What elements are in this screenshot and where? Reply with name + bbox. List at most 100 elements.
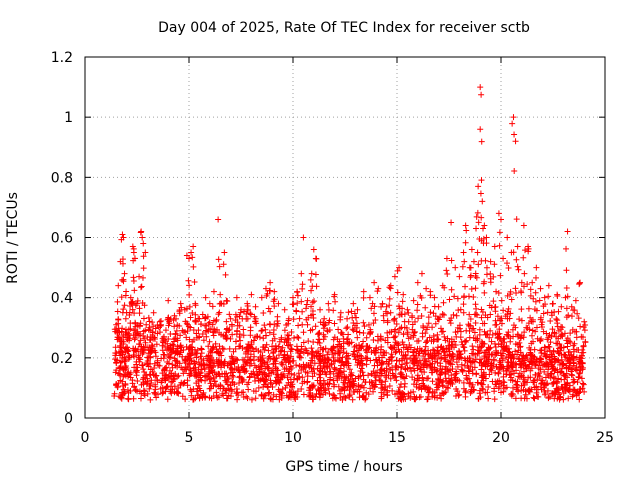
- data-point: [275, 352, 282, 359]
- data-point: [467, 264, 474, 271]
- data-point: [509, 363, 516, 370]
- data-point: [325, 300, 332, 307]
- data-point: [556, 359, 563, 366]
- data-point: [161, 366, 168, 373]
- data-point: [186, 255, 192, 262]
- data-point: [314, 348, 321, 355]
- data-point: [518, 395, 525, 402]
- data-point: [121, 302, 128, 309]
- data-point: [217, 349, 224, 356]
- data-point: [138, 283, 145, 290]
- data-point: [234, 322, 241, 329]
- data-point: [533, 324, 540, 331]
- data-point: [339, 354, 346, 361]
- data-point: [385, 372, 392, 379]
- data-point: [132, 335, 139, 342]
- data-point: [120, 234, 127, 241]
- data-point: [404, 359, 411, 366]
- data-point: [425, 389, 432, 396]
- data-point: [335, 372, 342, 379]
- data-point: [462, 283, 469, 290]
- data-point: [522, 247, 529, 254]
- data-point: [360, 384, 367, 391]
- data-point: [262, 332, 269, 339]
- data-point: [553, 385, 560, 392]
- data-point: [399, 311, 406, 318]
- data-point: [418, 270, 425, 277]
- data-point: [223, 395, 230, 402]
- y-tick-label: 1.2: [51, 50, 73, 66]
- data-point: [127, 294, 134, 301]
- data-point: [269, 367, 276, 374]
- data-point: [400, 374, 407, 381]
- data-point: [478, 314, 485, 321]
- data-points: [111, 84, 589, 403]
- data-point: [414, 375, 421, 382]
- data-point: [486, 334, 493, 341]
- data-point: [294, 388, 301, 395]
- data-point: [350, 300, 357, 307]
- data-point: [517, 288, 524, 295]
- data-point: [359, 362, 366, 369]
- data-point: [270, 350, 277, 357]
- data-point: [246, 374, 253, 381]
- data-point: [554, 340, 561, 347]
- data-point: [147, 396, 154, 403]
- data-point: [308, 270, 315, 277]
- data-point: [435, 383, 442, 390]
- data-point: [147, 372, 154, 379]
- data-point: [122, 382, 129, 389]
- data-point: [315, 330, 322, 337]
- data-point: [427, 292, 434, 299]
- data-point: [137, 229, 144, 236]
- data-point: [115, 316, 122, 323]
- data-point: [535, 393, 542, 400]
- data-point: [353, 314, 360, 321]
- data-point: [163, 384, 170, 391]
- data-point: [396, 264, 403, 271]
- data-point: [448, 257, 455, 264]
- data-point: [326, 390, 333, 397]
- data-point: [438, 328, 445, 335]
- data-point: [575, 315, 582, 322]
- data-point: [127, 325, 134, 332]
- data-point: [162, 327, 169, 334]
- data-point: [353, 328, 360, 335]
- data-point: [248, 291, 255, 298]
- data-point: [182, 318, 189, 325]
- data-point: [321, 315, 328, 322]
- data-point: [376, 376, 383, 383]
- data-point: [434, 336, 441, 343]
- data-point: [419, 374, 426, 381]
- data-point: [196, 333, 203, 340]
- data-point: [229, 331, 236, 338]
- data-point: [554, 317, 561, 324]
- data-point: [410, 365, 417, 372]
- data-point: [572, 366, 579, 373]
- data-point: [478, 177, 485, 184]
- data-point: [216, 371, 223, 378]
- data-point: [269, 383, 276, 390]
- data-point: [531, 395, 538, 402]
- data-point: [451, 293, 458, 300]
- data-point: [515, 266, 522, 273]
- data-point: [215, 256, 222, 263]
- data-point: [521, 378, 528, 385]
- data-point: [191, 279, 198, 286]
- data-point: [314, 365, 321, 372]
- data-point: [298, 343, 305, 350]
- data-point: [216, 263, 223, 270]
- data-point: [302, 345, 309, 352]
- data-point: [316, 394, 323, 401]
- data-point: [167, 330, 174, 337]
- data-point: [330, 383, 337, 390]
- data-point: [239, 356, 246, 363]
- data-point: [530, 394, 537, 401]
- data-point: [337, 390, 344, 397]
- data-point: [180, 380, 187, 387]
- data-point: [192, 311, 199, 318]
- data-point: [177, 300, 184, 307]
- data-point: [142, 249, 149, 256]
- data-point: [505, 265, 512, 272]
